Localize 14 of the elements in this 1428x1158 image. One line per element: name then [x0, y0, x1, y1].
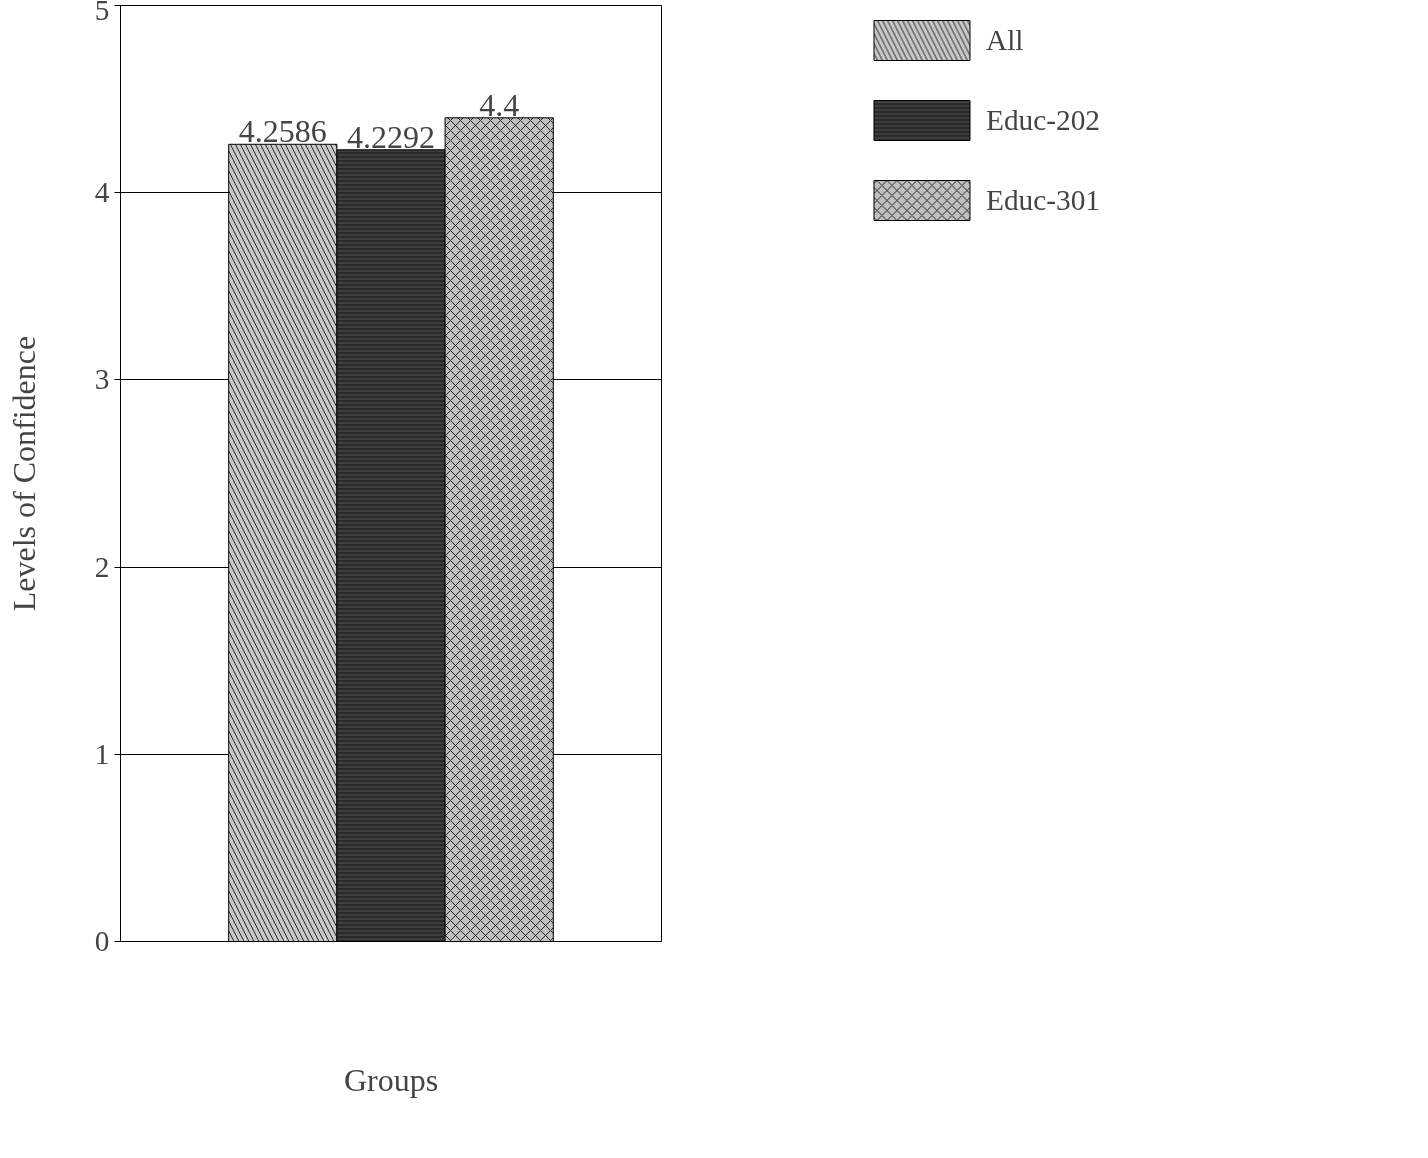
- legend-label: All: [985, 23, 1024, 57]
- data-label: 4.2586: [238, 113, 327, 150]
- y-tick-label: 1: [94, 737, 110, 770]
- y-axis-title: Levels of Confidence: [5, 335, 42, 612]
- data-label: 4.4: [479, 86, 520, 123]
- legend-label: Educ-301: [985, 183, 1101, 217]
- y-tick-label: 5: [94, 0, 110, 26]
- legend-label: Educ-202: [985, 103, 1101, 137]
- y-tick-label: 2: [94, 550, 110, 583]
- y-tick-label: 4: [94, 176, 110, 209]
- data-label: 4.2292: [347, 118, 435, 155]
- y-tick-label: 3: [94, 363, 110, 396]
- x-axis-title: Groups: [343, 1061, 439, 1098]
- y-tick-label: 0: [94, 925, 110, 957]
